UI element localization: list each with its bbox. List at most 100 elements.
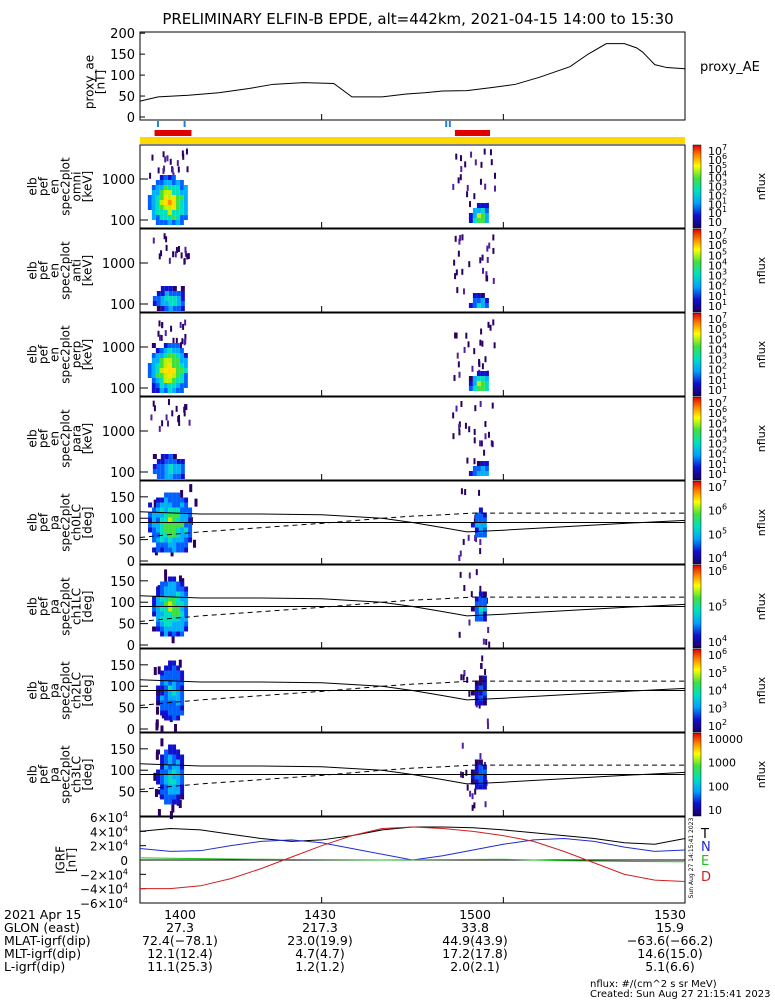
energy-panel-1-speckle: [158, 253, 161, 260]
energy-panel-3-ylabel-line: spec2plot: [59, 409, 73, 468]
ae-ytick-label: 0: [127, 111, 135, 126]
pitch-panel-2-pixel: [180, 695, 185, 701]
footer-value: 1530: [654, 907, 686, 922]
pitch-panel-2-ylabel-line: pa: [48, 683, 62, 698]
pitch-panel-1-pixel: [478, 616, 483, 622]
energy-panel-2-speckle: [161, 322, 164, 329]
energy-panel-0-pixel: [155, 185, 160, 190]
energy-panel-1-pixel: [180, 306, 185, 311]
energy-panel-3-speckle: [175, 405, 178, 412]
pitch-panel-0-ylabel-line: pef: [37, 512, 51, 532]
pitch-panel-0-pixel: [482, 517, 487, 523]
pitch-panel-0-pixel: [176, 492, 181, 498]
energy-panel-3-pixel: [160, 454, 165, 459]
pitch-panel-3-pixel: [156, 789, 161, 795]
zone-tick: [183, 121, 186, 127]
pitch-panel-2-ytick-label: 50: [118, 702, 135, 717]
energy-panel-0-speckle: [181, 150, 184, 157]
pitch-panel-0-pixel: [160, 497, 165, 503]
pitch-panel-2-pixel: [478, 695, 483, 701]
energy-panel-1-pixel: [160, 286, 165, 291]
pitch-panel-0-pixel: [156, 497, 161, 503]
energy-panel-2-pixel: [163, 358, 168, 363]
energy-panel-1-ylabel-line: en: [48, 263, 62, 278]
energy-panel-0-pixel: [151, 190, 156, 195]
energy-panel-0-speckle: [474, 159, 477, 166]
energy-panel-2-ylabel-line: spec2plot: [59, 325, 73, 384]
energy-panel-0-pixel: [167, 215, 172, 220]
pitch-panel-3-speckle: [160, 738, 164, 747]
energy-panel-2-cbar-label: nflux: [755, 340, 768, 368]
pitch-panel-3-cbar-tick: 10: [708, 804, 722, 817]
energy-panel-3-pixel: [156, 474, 161, 479]
igrf-ylabel-line: [nT]: [65, 848, 79, 872]
pitch-panel-3-pixel: [168, 774, 173, 780]
pitch-panel-3-pixel: [474, 759, 479, 765]
pitch-panel-3-speckle: [474, 788, 477, 795]
pitch-panel-3-pixel: [482, 769, 487, 775]
energy-panel-0-pixel: [171, 190, 176, 195]
energy-panel-2-pixel: [468, 376, 473, 381]
pitch-panel-0-pixel: [188, 507, 193, 513]
footer-value: 72.4(−78.1): [142, 933, 218, 948]
pitch-panel-1-pixel: [474, 601, 479, 607]
pitch-panel-3-speckle: [171, 804, 175, 813]
pitch-panel-2-pixel: [164, 685, 169, 691]
pitch-panel-2-pixel: [164, 715, 169, 721]
energy-panel-3-speckle: [153, 405, 156, 412]
pitch-panel-0-pixel: [160, 522, 165, 528]
pitch-panel-3-pixel: [176, 779, 181, 785]
pitch-panel-0-cbar-label: nflux: [755, 508, 768, 536]
energy-panel-2-pixel: [167, 358, 172, 363]
energy-panel-3-pixel: [176, 459, 181, 464]
footer-row: GLON (east) 27.3 217.3 33.8 15.9: [0, 921, 775, 934]
energy-panel-0-pixel: [468, 213, 473, 218]
energy-panel-0-ylabel-line: spec2plot: [59, 157, 73, 216]
energy-panel-2-speckle: [467, 341, 470, 348]
pitch-panel-1-pixel: [172, 631, 177, 637]
pitch-panel-3-pixel: [164, 754, 169, 760]
pitch-panel-0-speckle: [479, 548, 482, 555]
energy-panel-1-pixel: [484, 298, 489, 303]
created-note: Created: Sun Aug 27 21:15:41 2023: [590, 989, 771, 1000]
pitch-panel-2-cbar-tick: 105: [708, 665, 727, 680]
pitch-panel-2-pixel: [482, 680, 487, 686]
energy-panel-3-speckle: [158, 425, 161, 432]
pitch-panel-1-pixel: [168, 601, 173, 607]
energy-panel-3-pixel: [168, 469, 173, 474]
pitch-panel-0-pixel: [156, 502, 161, 508]
pitch-panel-0-pixel: [180, 527, 185, 533]
energy-panel-1-pixel: [176, 301, 181, 306]
pitch-panel-3-pixel: [168, 749, 173, 755]
pitch-panel-3-pixel: [474, 779, 479, 785]
energy-panel-0-speckle: [490, 159, 493, 166]
energy-panel-1-speckle: [456, 287, 459, 294]
pitch-panel-0-speckle: [193, 539, 197, 548]
pitch-panel-0-pixel: [148, 517, 153, 523]
pitch-panel-3-pixel: [172, 754, 177, 760]
footer-row-label: MLT-igrf(dip): [4, 946, 82, 961]
energy-panel-0-speckle: [457, 177, 460, 184]
pitch-panel-1-pixel: [160, 601, 165, 607]
energy-panel-1-speckle: [453, 259, 456, 266]
energy-panel-0-pixel: [179, 215, 184, 220]
energy-panel-0-pixel: [159, 175, 164, 180]
pitch-panel-2-pixel: [172, 700, 177, 706]
energy-panel-0-speckle: [459, 174, 462, 181]
energy-panel-3-speckle: [487, 431, 490, 438]
energy-panel-2-pixel: [183, 383, 188, 388]
pitch-panel-0-pixel: [168, 522, 173, 528]
energy-panel-1-pixel: [156, 306, 161, 311]
energy-panel-0-pixel: [171, 215, 176, 220]
energy-panel-0-pixel: [155, 180, 160, 185]
pitch-panel-3-speckle: [465, 769, 468, 776]
energy-panel-2-speckle: [493, 342, 496, 349]
pitch-panel-1-pixel: [160, 621, 165, 627]
pitch-panel-3-pixel: [168, 794, 173, 800]
pitch-panel-1-speckle: [482, 638, 485, 645]
pitch-panel-3-pixel: [482, 764, 487, 770]
pitch-panel-1-speckle: [485, 639, 488, 646]
energy-panel-1-speckle: [174, 251, 177, 258]
energy-panel-3-pixel: [152, 454, 157, 459]
pitch-panel-2-pixel: [180, 685, 185, 691]
